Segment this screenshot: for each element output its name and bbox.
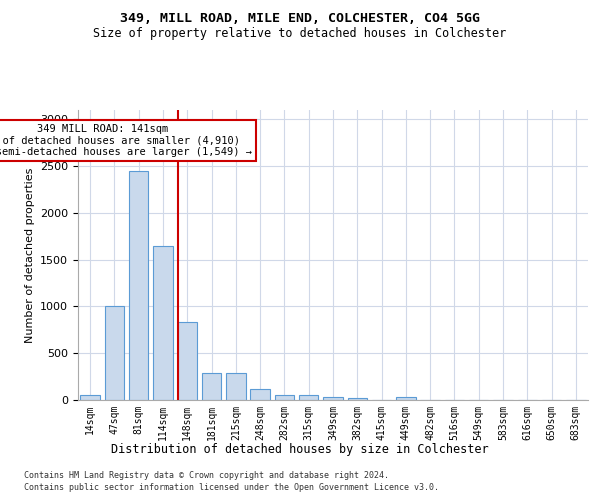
Bar <box>80 396 100 400</box>
Text: Distribution of detached houses by size in Colchester: Distribution of detached houses by size … <box>111 442 489 456</box>
Text: Size of property relative to detached houses in Colchester: Size of property relative to detached ho… <box>94 28 506 40</box>
Bar <box>202 373 221 400</box>
Text: 349, MILL ROAD, MILE END, COLCHESTER, CO4 5GG: 349, MILL ROAD, MILE END, COLCHESTER, CO… <box>120 12 480 26</box>
Bar <box>105 306 124 400</box>
Bar <box>178 322 197 400</box>
Bar <box>250 389 270 400</box>
Bar <box>323 397 343 400</box>
Bar <box>129 171 148 400</box>
Text: Contains HM Land Registry data © Crown copyright and database right 2024.: Contains HM Land Registry data © Crown c… <box>24 471 389 480</box>
Bar <box>347 398 367 400</box>
Y-axis label: Number of detached properties: Number of detached properties <box>25 168 35 342</box>
Bar <box>396 397 416 400</box>
Bar <box>299 396 319 400</box>
Text: Contains public sector information licensed under the Open Government Licence v3: Contains public sector information licen… <box>24 484 439 492</box>
Bar <box>226 373 245 400</box>
Bar <box>275 396 294 400</box>
Bar <box>153 246 173 400</box>
Text: 349 MILL ROAD: 141sqm
← 76% of detached houses are smaller (4,910)
24% of semi-d: 349 MILL ROAD: 141sqm ← 76% of detached … <box>0 124 252 157</box>
